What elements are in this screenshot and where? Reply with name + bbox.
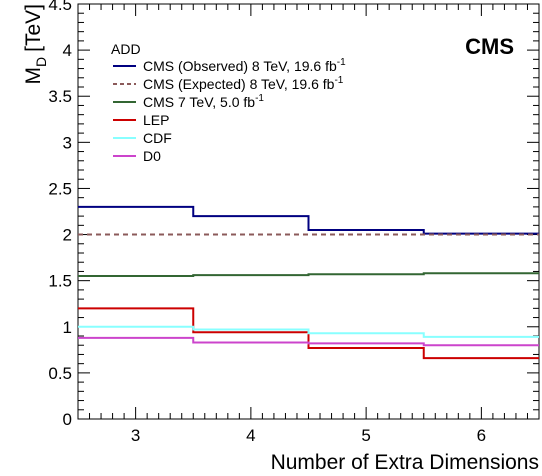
y-tick-label: 3.5 bbox=[48, 87, 72, 106]
y-tick-label: 1 bbox=[63, 318, 72, 337]
legend-label-superscript: -1 bbox=[255, 93, 264, 104]
series-line-3 bbox=[78, 307, 539, 360]
y-axis-title-unit: [TeV] bbox=[22, 4, 45, 52]
legend-label-1: CMS (Expected) 8 TeV, 19.6 fb-1 bbox=[143, 75, 344, 92]
x-tick-label: 5 bbox=[361, 426, 370, 445]
legend-label-text: CMS (Observed) 8 TeV, 19.6 fb bbox=[143, 58, 337, 74]
y-tick-label: 1.5 bbox=[48, 272, 72, 291]
legend-label-superscript: -1 bbox=[334, 75, 343, 86]
legend-label-text: LEP bbox=[143, 112, 169, 128]
legend-label-4: CDF bbox=[143, 130, 172, 146]
series-line-4 bbox=[78, 325, 539, 338]
y-tick-label: 3 bbox=[63, 133, 72, 152]
y-axis-title: MD [TeV] bbox=[22, 4, 49, 84]
series-line-5 bbox=[78, 336, 539, 347]
legend-label-text: CMS 7 TeV, 5.0 fb bbox=[143, 94, 255, 110]
x-tick-label: 4 bbox=[246, 426, 255, 445]
legend-label-text: D0 bbox=[143, 148, 161, 164]
legend-label-5: D0 bbox=[143, 148, 161, 164]
legend-label-2: CMS 7 TeV, 5.0 fb-1 bbox=[143, 93, 264, 110]
y-tick-label: 0.5 bbox=[48, 364, 72, 383]
x-tick-label: 3 bbox=[131, 426, 140, 445]
legend-label-3: LEP bbox=[143, 112, 169, 128]
legend-label-text: CMS (Expected) 8 TeV, 19.6 fb bbox=[143, 76, 335, 92]
legend-label-0: CMS (Observed) 8 TeV, 19.6 fb-1 bbox=[143, 57, 346, 74]
series-layer bbox=[78, 205, 539, 360]
y-axis-title-sub: D bbox=[33, 57, 49, 67]
x-axis-ticks: 3 4 5 6 bbox=[89, 4, 528, 445]
y-tick-label: 4.5 bbox=[48, 0, 72, 14]
y-tick-label: 2 bbox=[63, 226, 72, 245]
y-tick-label: 4 bbox=[63, 41, 72, 60]
y-axis-title-main: M bbox=[22, 67, 45, 85]
legend-label-superscript: -1 bbox=[337, 57, 346, 68]
cms-label: CMS bbox=[465, 34, 514, 59]
legend-label-text: CDF bbox=[143, 130, 172, 146]
x-axis-title: Number of Extra Dimensions bbox=[271, 451, 539, 474]
y-tick-label: 0 bbox=[63, 410, 72, 429]
legend-title: ADD bbox=[111, 41, 141, 57]
y-tick-label: 2.5 bbox=[48, 179, 72, 198]
series-line-2 bbox=[78, 272, 539, 278]
series-line-0 bbox=[78, 205, 539, 235]
x-tick-label: 6 bbox=[477, 426, 486, 445]
